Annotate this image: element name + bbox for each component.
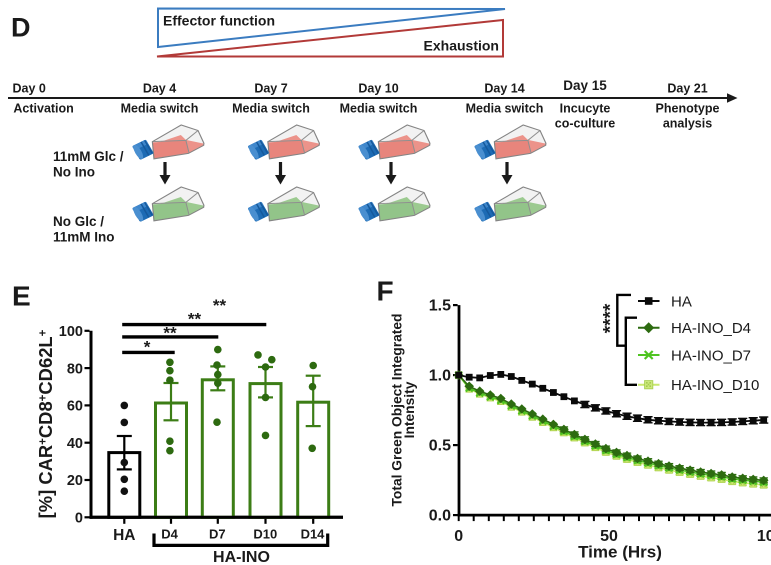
svg-text:No Ino: No Ino xyxy=(53,165,95,180)
svg-text:20: 20 xyxy=(67,473,83,489)
svg-text:Incucyte: Incucyte xyxy=(560,102,611,116)
svg-text:No Glc /: No Glc / xyxy=(53,214,104,229)
svg-text:60: 60 xyxy=(67,399,83,415)
svg-text:**: ** xyxy=(213,296,227,315)
svg-text:D4: D4 xyxy=(161,527,178,542)
svg-text:11mM Ino: 11mM Ino xyxy=(53,230,115,245)
svg-text:Intensity: Intensity xyxy=(402,381,417,438)
svg-text:Media switch: Media switch xyxy=(121,102,199,116)
svg-text:**: ** xyxy=(188,310,202,329)
svg-text:HA-INO_D10: HA-INO_D10 xyxy=(671,377,759,394)
svg-text:[%] CAR+CD8+CD62L+: [%] CAR+CD8+CD62L+ xyxy=(35,329,56,518)
svg-text:HA: HA xyxy=(671,294,692,311)
svg-text:Day 0: Day 0 xyxy=(13,82,46,96)
svg-text:Total Green Object Integrated: Total Green Object Integrated xyxy=(390,314,405,507)
svg-text:Day 21: Day 21 xyxy=(667,82,707,96)
svg-text:Day 4: Day 4 xyxy=(143,82,176,96)
svg-text:0.5: 0.5 xyxy=(429,438,451,455)
svg-text:****: **** xyxy=(601,303,622,333)
svg-text:11mM Glc /: 11mM Glc / xyxy=(53,149,124,164)
svg-text:**: ** xyxy=(163,324,177,343)
svg-text:Exhaustion: Exhaustion xyxy=(424,38,499,54)
svg-text:0: 0 xyxy=(75,511,83,527)
svg-text:HA: HA xyxy=(113,527,135,544)
svg-text:0: 0 xyxy=(454,528,463,545)
svg-text:E: E xyxy=(12,281,31,312)
svg-text:D: D xyxy=(11,13,31,43)
svg-text:80: 80 xyxy=(67,361,83,377)
svg-text:Activation: Activation xyxy=(13,102,73,116)
svg-text:D10: D10 xyxy=(253,527,277,542)
svg-text:F: F xyxy=(377,276,394,307)
svg-text:1.0: 1.0 xyxy=(429,368,451,385)
svg-text:Effector function: Effector function xyxy=(163,13,275,29)
svg-text:50: 50 xyxy=(600,528,618,545)
svg-text:Day 14: Day 14 xyxy=(484,82,524,96)
svg-text:HA-INO_D7: HA-INO_D7 xyxy=(671,348,751,365)
svg-text:co-culture: co-culture xyxy=(555,117,615,131)
svg-text:Time (Hrs): Time (Hrs) xyxy=(578,543,662,562)
svg-text:1.5: 1.5 xyxy=(429,298,451,315)
svg-text:D7: D7 xyxy=(209,527,226,542)
svg-text:Day 15: Day 15 xyxy=(563,78,607,93)
svg-text:Media switch: Media switch xyxy=(466,102,544,116)
svg-text:Phenotype: Phenotype xyxy=(656,102,720,116)
svg-text:*: * xyxy=(144,338,151,357)
svg-text:Day 7: Day 7 xyxy=(254,82,287,96)
svg-text:HA-INO_D4: HA-INO_D4 xyxy=(671,320,751,337)
svg-text:100: 100 xyxy=(757,528,771,545)
svg-text:Media switch: Media switch xyxy=(232,102,310,116)
svg-text:Media switch: Media switch xyxy=(340,102,418,116)
svg-text:analysis: analysis xyxy=(663,117,712,131)
svg-text:100: 100 xyxy=(59,324,83,340)
svg-text:0.0: 0.0 xyxy=(429,508,451,525)
svg-text:HA-INO: HA-INO xyxy=(213,549,270,565)
svg-text:Day 10: Day 10 xyxy=(358,82,398,96)
svg-text:40: 40 xyxy=(67,436,83,452)
svg-text:D14: D14 xyxy=(301,527,326,542)
